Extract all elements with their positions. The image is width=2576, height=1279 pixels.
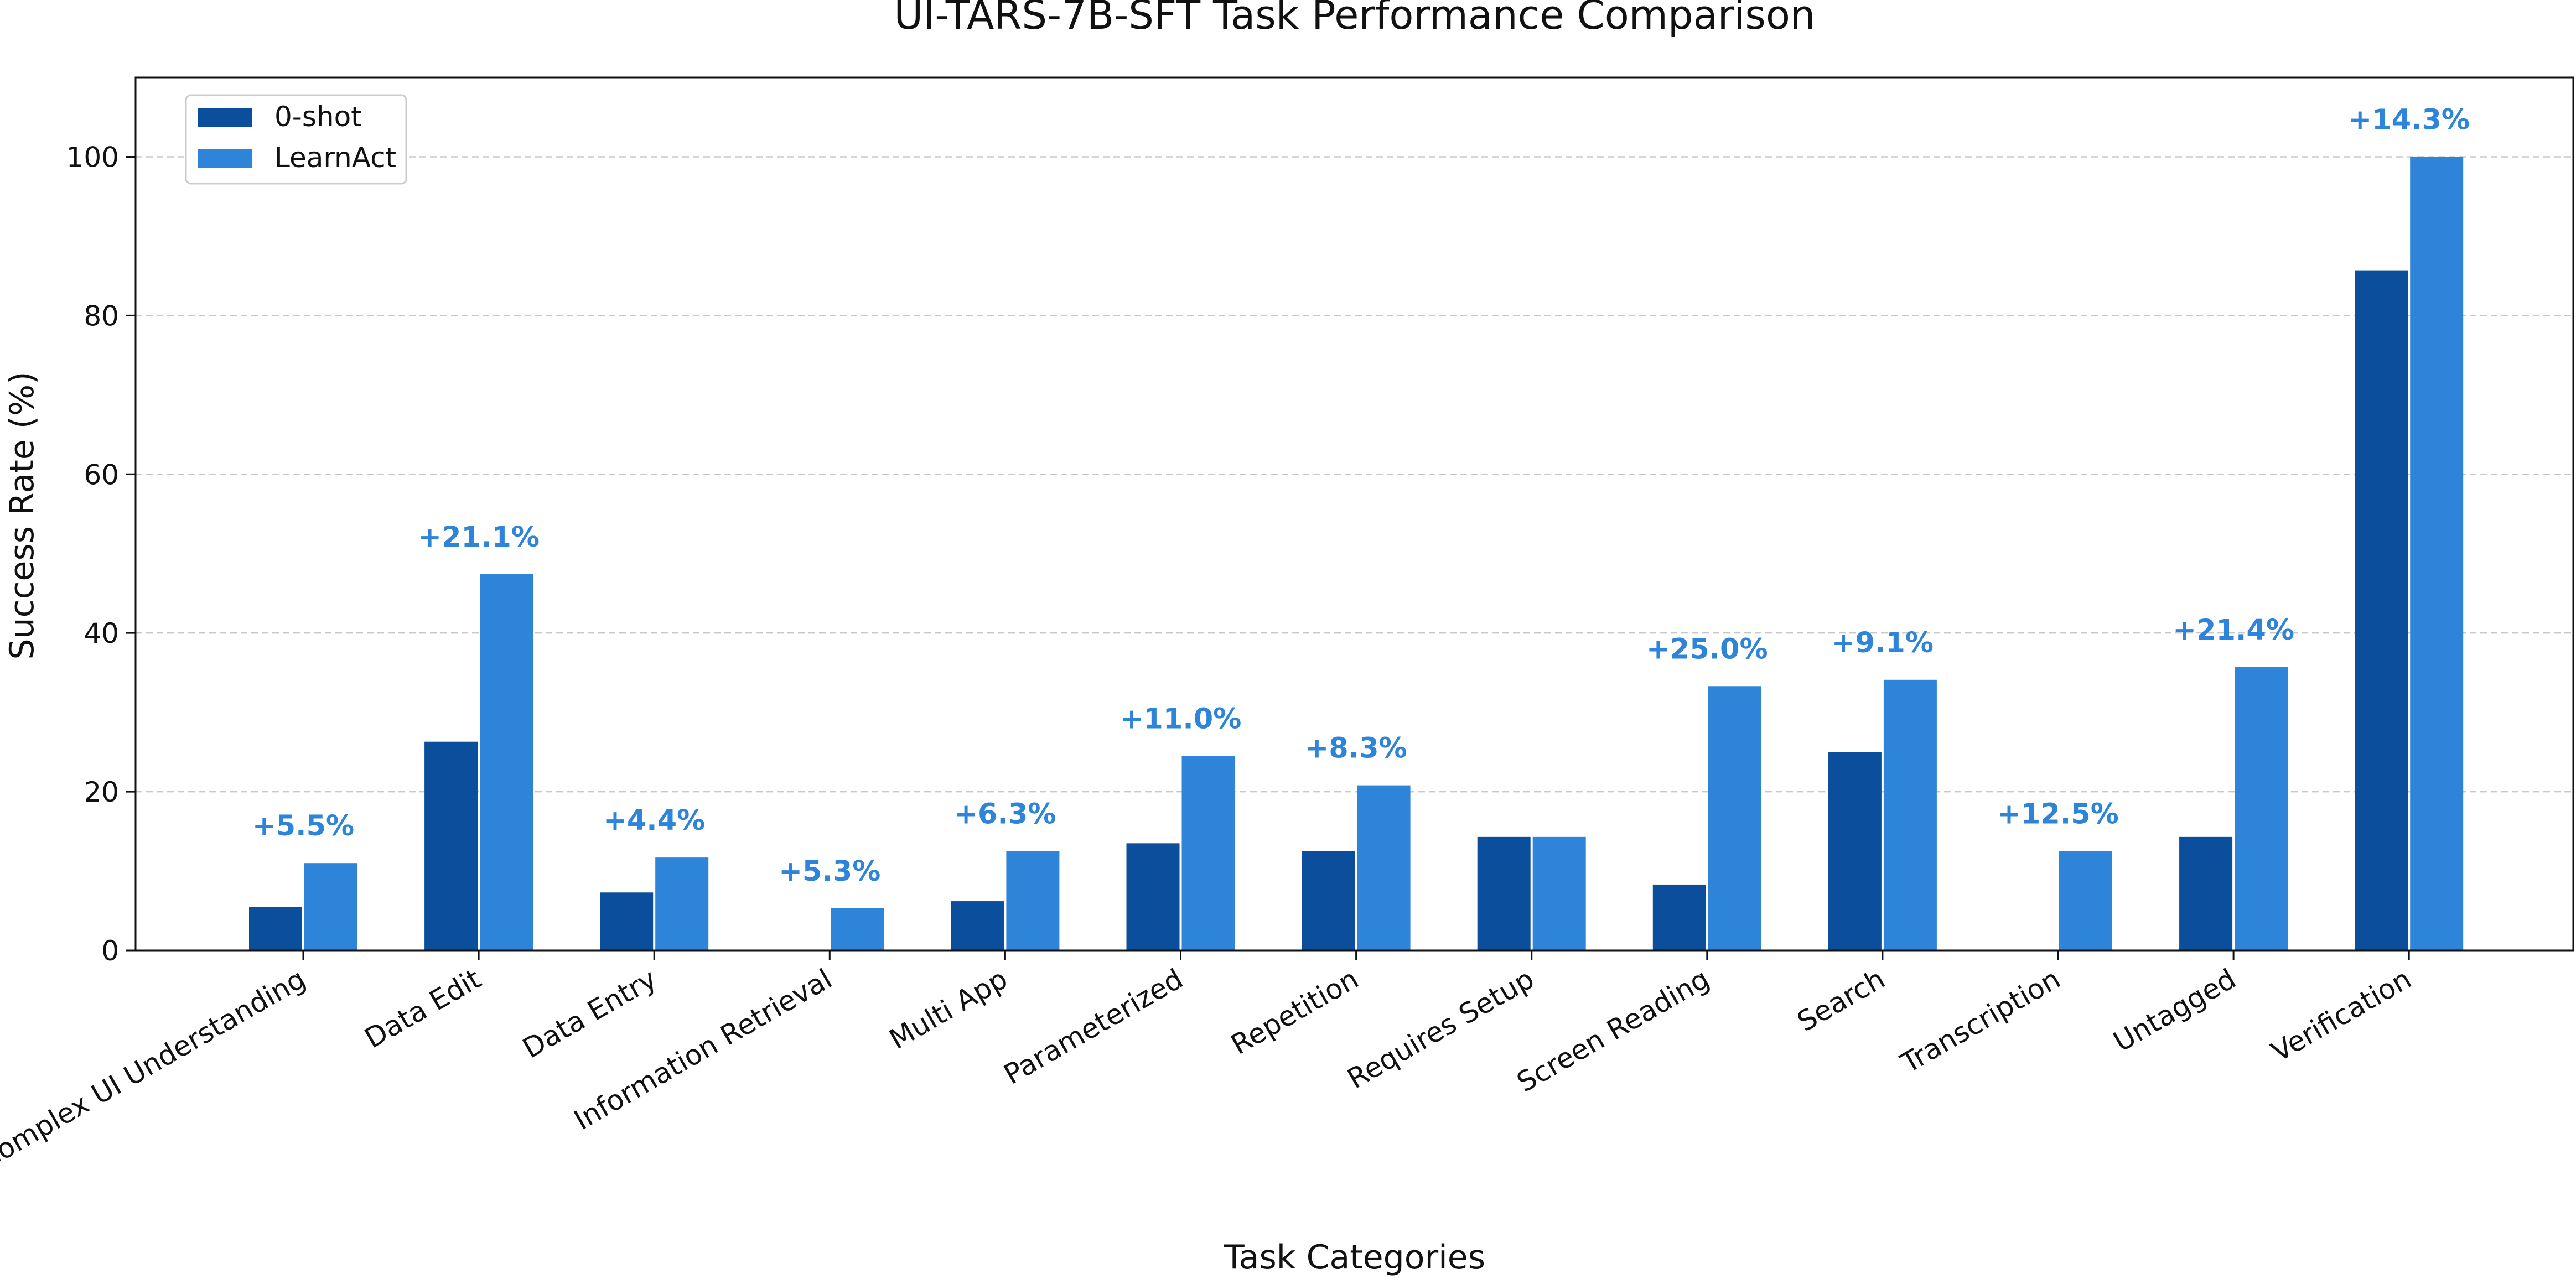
bar-learnact	[1883, 679, 1937, 950]
y-tick-label: 40	[84, 617, 119, 649]
bar-zero-shot	[1477, 836, 1531, 950]
y-axis-ticks: 0 20 40 60 80 100	[66, 141, 136, 967]
bar-learnact	[2059, 851, 2112, 950]
bar-zero-shot	[1828, 752, 1882, 950]
x-tick-label: Transcription	[1895, 963, 2066, 1080]
delta-label: +9.1%	[1832, 627, 1934, 659]
bar-learnact	[480, 574, 533, 950]
bar-learnact	[1006, 851, 1060, 950]
bar-zero-shot	[249, 907, 302, 950]
legend-label: LearnAct	[274, 142, 396, 174]
y-tick-label: 0	[101, 935, 119, 967]
legend-swatch	[198, 108, 252, 127]
delta-label: +12.5%	[1997, 798, 2119, 831]
bar-zero-shot	[2179, 836, 2233, 950]
x-tick-label: Screen Reading	[1511, 963, 1714, 1099]
y-tick-label: 20	[84, 776, 119, 808]
x-axis-ticks: Complex UI Understanding Data Edit Data En…	[0, 950, 2417, 1176]
y-tick-label: 100	[66, 141, 119, 173]
delta-label: +4.4%	[603, 804, 705, 837]
x-axis-label: Task Categories	[1224, 1238, 1485, 1276]
bar-zero-shot	[1652, 884, 1706, 950]
bar-zero-shot	[1126, 843, 1180, 950]
legend-label: 0-shot	[274, 101, 362, 133]
bar-learnact	[1357, 785, 1411, 950]
legend-swatch	[198, 149, 252, 168]
bar-learnact	[2235, 667, 2288, 950]
bars	[249, 157, 2464, 951]
delta-annotations: +5.5% +21.1% +4.4% +5.3% +6.3% +11.0% +8.3% +25…	[252, 103, 2470, 888]
x-tick-label: Untagged	[2108, 963, 2241, 1058]
x-tick-label: Complex UI Understanding	[0, 963, 311, 1176]
delta-label: +21.1%	[418, 521, 540, 554]
bar-learnact	[655, 857, 709, 950]
y-axis-label: Success Rate (%)	[3, 371, 42, 659]
delta-label: +14.3%	[2348, 103, 2470, 136]
bar-learnact	[1708, 686, 1761, 950]
delta-label: +21.4%	[2173, 614, 2294, 647]
delta-label: +11.0%	[1120, 703, 1242, 736]
plot-area-frame	[134, 76, 2574, 952]
delta-label: +8.3%	[1305, 732, 1407, 765]
chart-title: UI-TARS-7B-SFT Task Performance Comparis…	[894, 0, 1815, 38]
bar-learnact	[1181, 756, 1235, 950]
bar-zero-shot	[424, 741, 478, 950]
bar-learnact	[304, 863, 357, 950]
delta-label: +6.3%	[954, 798, 1056, 831]
bar-zero-shot	[951, 901, 1004, 950]
bar-learnact	[1532, 836, 1586, 950]
bar-learnact	[2410, 157, 2464, 950]
bar-zero-shot	[2355, 270, 2408, 951]
x-tick-label: Parameterized	[998, 963, 1188, 1091]
x-tick-label: Repetition	[1226, 963, 1364, 1061]
delta-label: +25.0%	[1646, 633, 1768, 666]
x-tick-label: Data Entry	[517, 963, 662, 1064]
x-tick-label: Verification	[2266, 963, 2417, 1068]
y-tick-label: 60	[84, 459, 119, 491]
y-tick-label: 80	[84, 300, 119, 332]
x-tick-label: Search	[1792, 963, 1890, 1038]
grid-lines	[136, 156, 2573, 793]
legend: 0-shot LearnAct	[185, 94, 407, 185]
bar-zero-shot	[600, 892, 654, 950]
delta-label: +5.5%	[252, 810, 354, 843]
x-tick-label: Data Edit	[359, 963, 486, 1054]
bar-learnact	[831, 908, 884, 950]
x-tick-label: Multi App	[884, 963, 1013, 1056]
bar-zero-shot	[1302, 851, 1355, 950]
x-tick-label: Requires Setup	[1342, 963, 1540, 1095]
delta-label: +5.3%	[779, 855, 880, 888]
